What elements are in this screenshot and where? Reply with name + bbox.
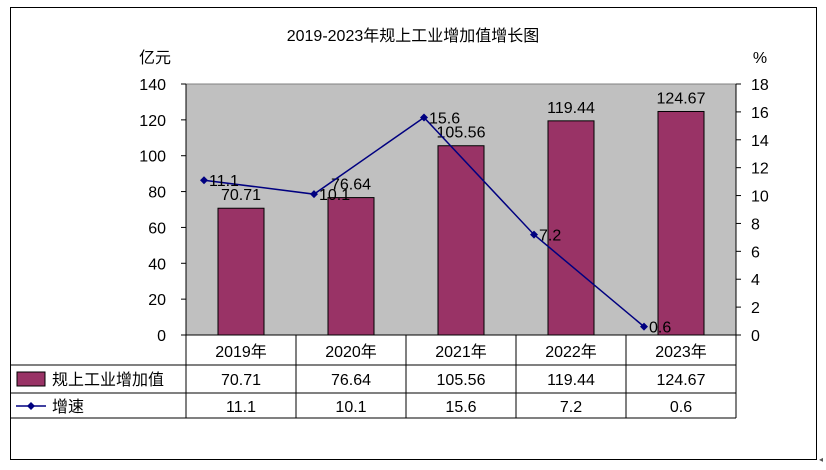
y-left-tick-label: 100 [139, 149, 166, 166]
y-left-unit: 亿元 [139, 49, 171, 67]
category-label: 2021年 [435, 343, 487, 361]
y-right-tick-label: 18 [751, 77, 769, 94]
y-right-tick-label: 4 [751, 272, 760, 289]
growth-point [200, 176, 208, 185]
category-label: 2019年 [215, 343, 267, 361]
bar [547, 120, 595, 336]
table-bar-value: 105.56 [437, 372, 486, 389]
table-line-value: 10.1 [335, 399, 366, 416]
growth-point [420, 113, 428, 122]
category-label: 2023年 [655, 343, 707, 361]
growth-point [310, 190, 318, 199]
y-right-tick-label: 8 [751, 216, 760, 233]
legend-bar-swatch [16, 371, 46, 387]
legend-line-label: 增速 [52, 398, 84, 416]
table-line-value: 15.6 [445, 399, 476, 416]
y-right-tick-label: 14 [751, 133, 769, 150]
y-left-tick-label: 140 [139, 77, 166, 94]
bar-value-label: 76.64 [331, 177, 371, 194]
y-left-tick-label: 120 [139, 113, 166, 130]
category-label: 2020年 [325, 343, 377, 361]
y-right-tick-label: 12 [751, 161, 769, 178]
table-line-value: 0.6 [670, 399, 692, 416]
growth-value-label: 0.6 [649, 320, 671, 337]
y-right-tick-label: 16 [751, 105, 769, 122]
bar-value-label: 105.56 [437, 125, 486, 142]
y-right-unit: % [753, 50, 767, 67]
legend-line-marker [27, 402, 35, 410]
y-left-tick-label: 0 [157, 328, 166, 345]
growth-value-label: 7.2 [539, 228, 561, 245]
table-bar-value: 70.71 [221, 372, 261, 389]
y-right-tick-label: 6 [751, 244, 760, 261]
y-left-tick-label: 40 [148, 256, 166, 273]
bar [217, 207, 265, 336]
category-label: 2022年 [545, 343, 597, 361]
table-line-value: 7.2 [560, 399, 582, 416]
resize-corner-icon: ◂ [818, 455, 823, 464]
y-right-tick-label: 2 [751, 300, 760, 317]
legend-bar-label: 规上工业增加值 [52, 371, 164, 389]
y-left-tick-label: 60 [148, 220, 166, 237]
growth-value-label: 10.1 [319, 187, 350, 204]
y-right-tick-label: 10 [751, 189, 769, 206]
growth-point [530, 230, 538, 239]
bar [327, 197, 375, 336]
table-bar-value: 119.44 [547, 372, 595, 389]
y-left-tick-label: 80 [148, 185, 166, 202]
bar-value-label: 70.71 [221, 187, 261, 204]
table-line-value: 11.1 [226, 399, 256, 416]
bar-value-label: 124.67 [657, 90, 706, 107]
table-bar-value: 76.64 [331, 372, 371, 389]
chart-title: 2019-2023年规上工业增加值增长图 [287, 27, 540, 45]
bar-value-label: 119.44 [547, 100, 595, 117]
bar [437, 145, 485, 336]
y-right-tick-label: 0 [751, 328, 760, 345]
growth-value-label: 11.1 [209, 173, 239, 190]
growth-value-label: 15.6 [429, 110, 460, 127]
growth-point [640, 322, 648, 331]
bar [657, 110, 705, 336]
table-bar-value: 124.67 [657, 372, 706, 389]
y-left-tick-label: 20 [148, 292, 166, 309]
